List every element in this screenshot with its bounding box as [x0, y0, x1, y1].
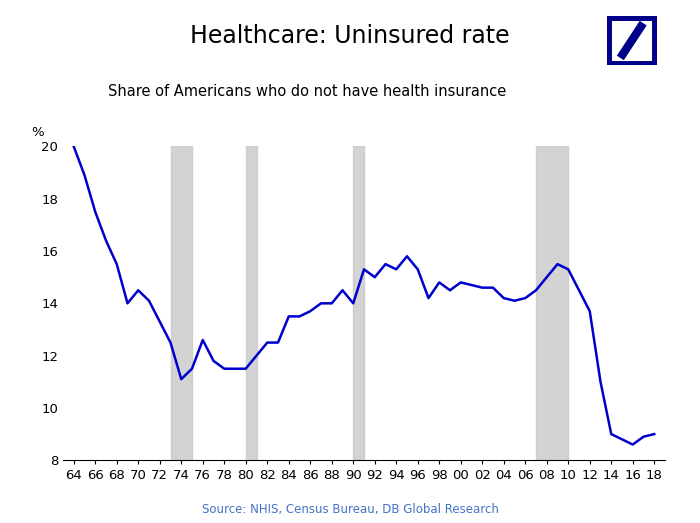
Text: Source: NHIS, Census Bureau, DB Global Research: Source: NHIS, Census Bureau, DB Global R… [202, 503, 498, 516]
Bar [354, 146, 364, 460]
FancyBboxPatch shape [608, 17, 655, 64]
Text: %: % [32, 126, 44, 139]
Text: Healthcare: Uninsured rate: Healthcare: Uninsured rate [190, 24, 510, 48]
Bar [171, 146, 192, 460]
Bar [536, 146, 568, 460]
Bar [246, 146, 256, 460]
Text: Share of Americans who do not have health insurance: Share of Americans who do not have healt… [108, 84, 507, 99]
